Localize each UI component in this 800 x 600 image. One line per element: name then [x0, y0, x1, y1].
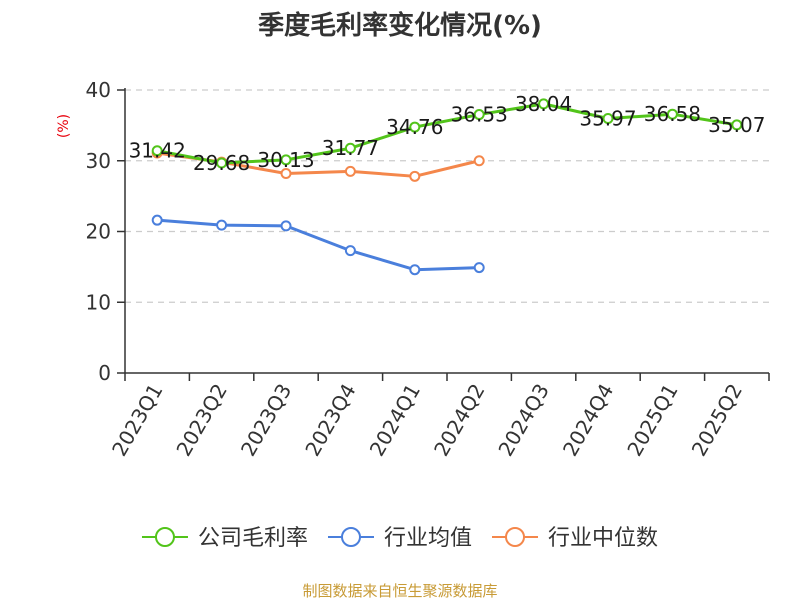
- x-tick-label: 2023Q2: [171, 380, 231, 461]
- data-point: [216, 157, 228, 169]
- data-point: [473, 262, 485, 274]
- legend-label: 行业均值: [384, 526, 472, 551]
- data-label: 35.07: [708, 113, 765, 137]
- chart-title: 季度毛利率变化情况(%): [258, 10, 542, 41]
- legend-item: 公司毛利率: [141, 526, 308, 551]
- legend-marker-icon: [340, 527, 361, 547]
- x-tick-label: 2024Q4: [558, 380, 618, 461]
- data-point: [473, 155, 485, 167]
- data-point: [409, 264, 421, 276]
- legend-label: 行业中位数: [548, 526, 658, 551]
- legend-marker-icon: [505, 527, 526, 547]
- data-point: [280, 220, 292, 232]
- data-point: [344, 142, 356, 154]
- data-label: 35.97: [579, 107, 636, 131]
- x-tick-label: 2025Q1: [622, 380, 682, 461]
- x-tick-label: 2025Q2: [687, 380, 747, 461]
- data-point: [344, 165, 356, 177]
- data-label: 38.04: [515, 92, 572, 116]
- data-point: [538, 98, 550, 110]
- y-axis-unit-label: (%): [56, 114, 72, 138]
- data-point: [151, 145, 163, 157]
- data-label: 36.58: [644, 102, 701, 126]
- y-tick-label: 30: [86, 149, 111, 173]
- data-label: 31.77: [322, 136, 379, 160]
- data-point: [666, 108, 678, 120]
- legend-label: 公司毛利率: [198, 526, 308, 551]
- data-point: [151, 214, 163, 226]
- y-tick-label: 20: [86, 220, 111, 244]
- legend: 公司毛利率 行业均值 行业中位数: [141, 526, 658, 551]
- series-lines: [151, 98, 743, 276]
- source-note: 制图数据来自恒生聚源数据库: [302, 582, 497, 600]
- data-point: [409, 121, 421, 133]
- data-label: 30.13: [257, 148, 314, 172]
- data-point: [602, 113, 614, 125]
- legend-item: 行业均值: [327, 526, 472, 551]
- data-point: [473, 109, 485, 121]
- series-line: [157, 218, 480, 272]
- y-tick-label: 10: [86, 290, 111, 314]
- gridlines: [125, 89, 769, 303]
- x-tick-label: 2024Q1: [365, 380, 425, 461]
- x-tick-label: 2023Q3: [236, 380, 296, 461]
- legend-item: 行业中位数: [492, 526, 658, 551]
- data-label: 31.42: [129, 139, 186, 163]
- x-tick-label: 2024Q2: [429, 380, 489, 461]
- data-label: 34.76: [386, 115, 443, 139]
- data-point: [731, 119, 743, 131]
- data-point: [344, 245, 356, 257]
- x-tick-label: 2023Q4: [300, 380, 360, 461]
- data-point: [280, 154, 292, 166]
- y-tick-label: 0: [98, 361, 111, 385]
- x-tick-label: 2024Q3: [493, 380, 553, 461]
- data-label: 36.53: [451, 103, 508, 127]
- data-point: [409, 170, 421, 182]
- data-label: 29.68: [193, 151, 250, 175]
- y-tick-label: 40: [86, 78, 111, 102]
- data-point: [216, 219, 228, 231]
- series-line: [156, 102, 738, 165]
- data-labels: 31.42 29.68 30.13 31.77 34.76 36.53 38.04 35.97…: [129, 92, 766, 175]
- data-point: [280, 167, 292, 179]
- legend-marker-icon: [154, 527, 175, 547]
- x-tick-label: 2023Q1: [107, 380, 167, 461]
